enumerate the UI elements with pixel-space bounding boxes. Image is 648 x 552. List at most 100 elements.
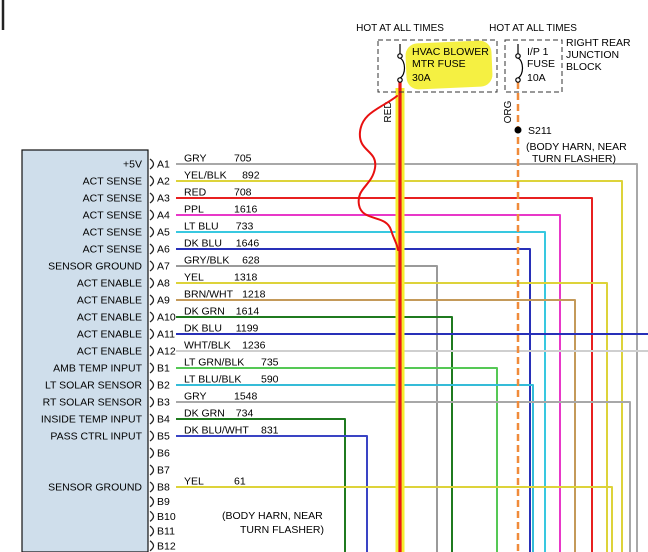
pin-function-a5: ACT SENSE	[83, 227, 142, 239]
ip1-fuse-box	[504, 39, 563, 93]
pin-function-a6: ACT SENSE	[83, 244, 142, 256]
pin-label-b4: B4	[157, 414, 170, 426]
pin-function-a4: ACT SENSE	[83, 210, 142, 222]
pin-label-a8: A8	[157, 278, 170, 290]
wire-circuit-a9: 1218	[242, 289, 266, 301]
pin-label-a9: A9	[157, 295, 170, 307]
hvac-module-connector-box	[21, 149, 149, 552]
pin-label-a12: A12	[157, 346, 176, 358]
pin-terminal-bracket-a1	[149, 158, 155, 170]
red-wire-label: RED	[383, 101, 394, 122]
pin-terminal-bracket-b6	[149, 447, 155, 459]
wire-circuit-b1: 735	[261, 357, 279, 369]
wire-a6	[176, 248, 531, 552]
pin-terminal-bracket-a8	[149, 277, 155, 289]
pin-label-b11: B11	[157, 526, 175, 538]
wire-circuit-b8: 61	[234, 476, 246, 488]
wire-circuit-a3: 708	[234, 187, 252, 199]
center-note-line2: TURN FLASHER)	[240, 524, 324, 536]
fuse-symbol-1	[397, 44, 406, 83]
pin-function-b3: RT SOLAR SENSOR	[43, 397, 143, 409]
wire-color-b4: DK GRN	[184, 408, 225, 420]
pin-terminal-bracket-b7	[149, 464, 155, 476]
labels-layer: A1 +5V GRY 705 A2 ACT SENSE YEL/BLK 892 A3 ACT SE…	[41, 153, 279, 552]
wire-color-a1: GRY	[184, 153, 207, 165]
wire-color-a10: DK GRN	[184, 306, 225, 318]
wire-color-a6: DK BLU	[184, 238, 222, 250]
wire-b5	[176, 435, 368, 552]
pin-label-b10: B10	[157, 511, 176, 523]
wire-b3	[176, 401, 631, 552]
pin-label-a3: A3	[157, 193, 170, 205]
pin-label-b7: B7	[157, 465, 170, 477]
pin-terminal-bracket-a6	[149, 243, 155, 255]
wire-color-b2: LT BLU/BLK	[184, 374, 241, 386]
pin-terminal-bracket-b9	[149, 496, 155, 508]
pin-label-b9: B9	[157, 496, 170, 508]
pin-terminal-bracket-b1	[149, 362, 155, 374]
wire-color-a4: PPL	[184, 204, 204, 216]
wire-color-a2: YEL/BLK	[184, 170, 227, 182]
wire-color-b8: YEL	[184, 476, 204, 488]
pin-function-a1: +5V	[123, 159, 142, 171]
wire-color-b5: DK BLU/WHT	[184, 425, 249, 437]
wire-color-a3: RED	[184, 187, 207, 199]
wire-circuit-a2: 892	[242, 170, 260, 182]
pin-label-a1: A1	[157, 159, 170, 171]
splice-note-line1: (BODY HARN, NEAR	[526, 141, 627, 153]
wire-color-a9: BRN/WHT	[184, 289, 234, 301]
pin-terminal-bracket-a5	[149, 226, 155, 238]
wire-a5	[176, 231, 546, 552]
pin-label-b1: B1	[157, 363, 170, 375]
pin-label-b5: B5	[157, 431, 170, 443]
pin-function-a11: ACT ENABLE	[77, 329, 142, 341]
pin-terminal-bracket-a3	[149, 192, 155, 204]
wire-circuit-a10: 1614	[236, 306, 260, 318]
wire-a10	[176, 316, 453, 552]
wire-circuit-a6: 1646	[236, 238, 260, 250]
wire-circuit-a11: 1199	[236, 323, 259, 335]
pin-label-b2: B2	[157, 380, 170, 392]
pin-function-a8: ACT ENABLE	[77, 278, 142, 290]
pin-terminal-bracket-a10	[149, 311, 155, 323]
pin-label-a10: A10	[157, 312, 176, 324]
pin-terminal-bracket-a2	[149, 175, 155, 187]
marker-highlight	[405, 40, 493, 90]
pin-label-b3: B3	[157, 397, 170, 409]
pin-function-a7: SENSOR GROUND	[48, 261, 142, 273]
pin-function-a12: ACT ENABLE	[77, 346, 142, 358]
pin-terminal-bracket-b3	[149, 396, 155, 408]
wire-a1	[176, 163, 638, 552]
wire-a2	[176, 180, 623, 552]
wire-b8	[176, 486, 613, 552]
fuse2-name-line1: I/P 1	[527, 46, 549, 58]
fuse2-name-line2: FUSE	[527, 58, 555, 70]
pin-terminal-bracket-b8	[149, 481, 155, 493]
wire-a8	[176, 282, 608, 552]
fuse-symbol-2	[515, 44, 524, 83]
pin-function-a2: ACT SENSE	[83, 176, 142, 188]
fuse2-rating: 10A	[527, 72, 546, 84]
pin-terminal-bracket-a7	[149, 260, 155, 272]
fuse1-name-line2: MTR FUSE	[412, 58, 466, 70]
junction-block-line3: BLOCK	[566, 61, 602, 73]
wire-circuit-a7: 628	[242, 255, 260, 267]
pin-function-b1: AMB TEMP INPUT	[53, 363, 142, 375]
wire-circuit-a1: 705	[234, 153, 252, 165]
wire-circuit-a12: 1236	[242, 340, 266, 352]
splice-s211-dot	[514, 126, 522, 134]
pin-terminal-bracket-b10	[149, 510, 155, 522]
wire-circuit-b3: 1548	[234, 391, 258, 403]
pin-label-b8: B8	[157, 482, 170, 494]
wires-layer	[176, 163, 648, 552]
wire-color-b3: GRY	[184, 391, 207, 403]
junction-block-line2: JUNCTION	[566, 49, 619, 61]
wire-color-a8: YEL	[184, 272, 204, 284]
wire-color-a7: GRY/BLK	[184, 255, 229, 267]
wire-color-a5: LT BLU	[184, 221, 219, 233]
pin-label-a5: A5	[157, 227, 170, 239]
wire-b1	[176, 367, 498, 552]
hot-at-all-times-left: HOT AT ALL TIMES	[356, 23, 444, 34]
pin-label-a2: A2	[157, 176, 170, 188]
